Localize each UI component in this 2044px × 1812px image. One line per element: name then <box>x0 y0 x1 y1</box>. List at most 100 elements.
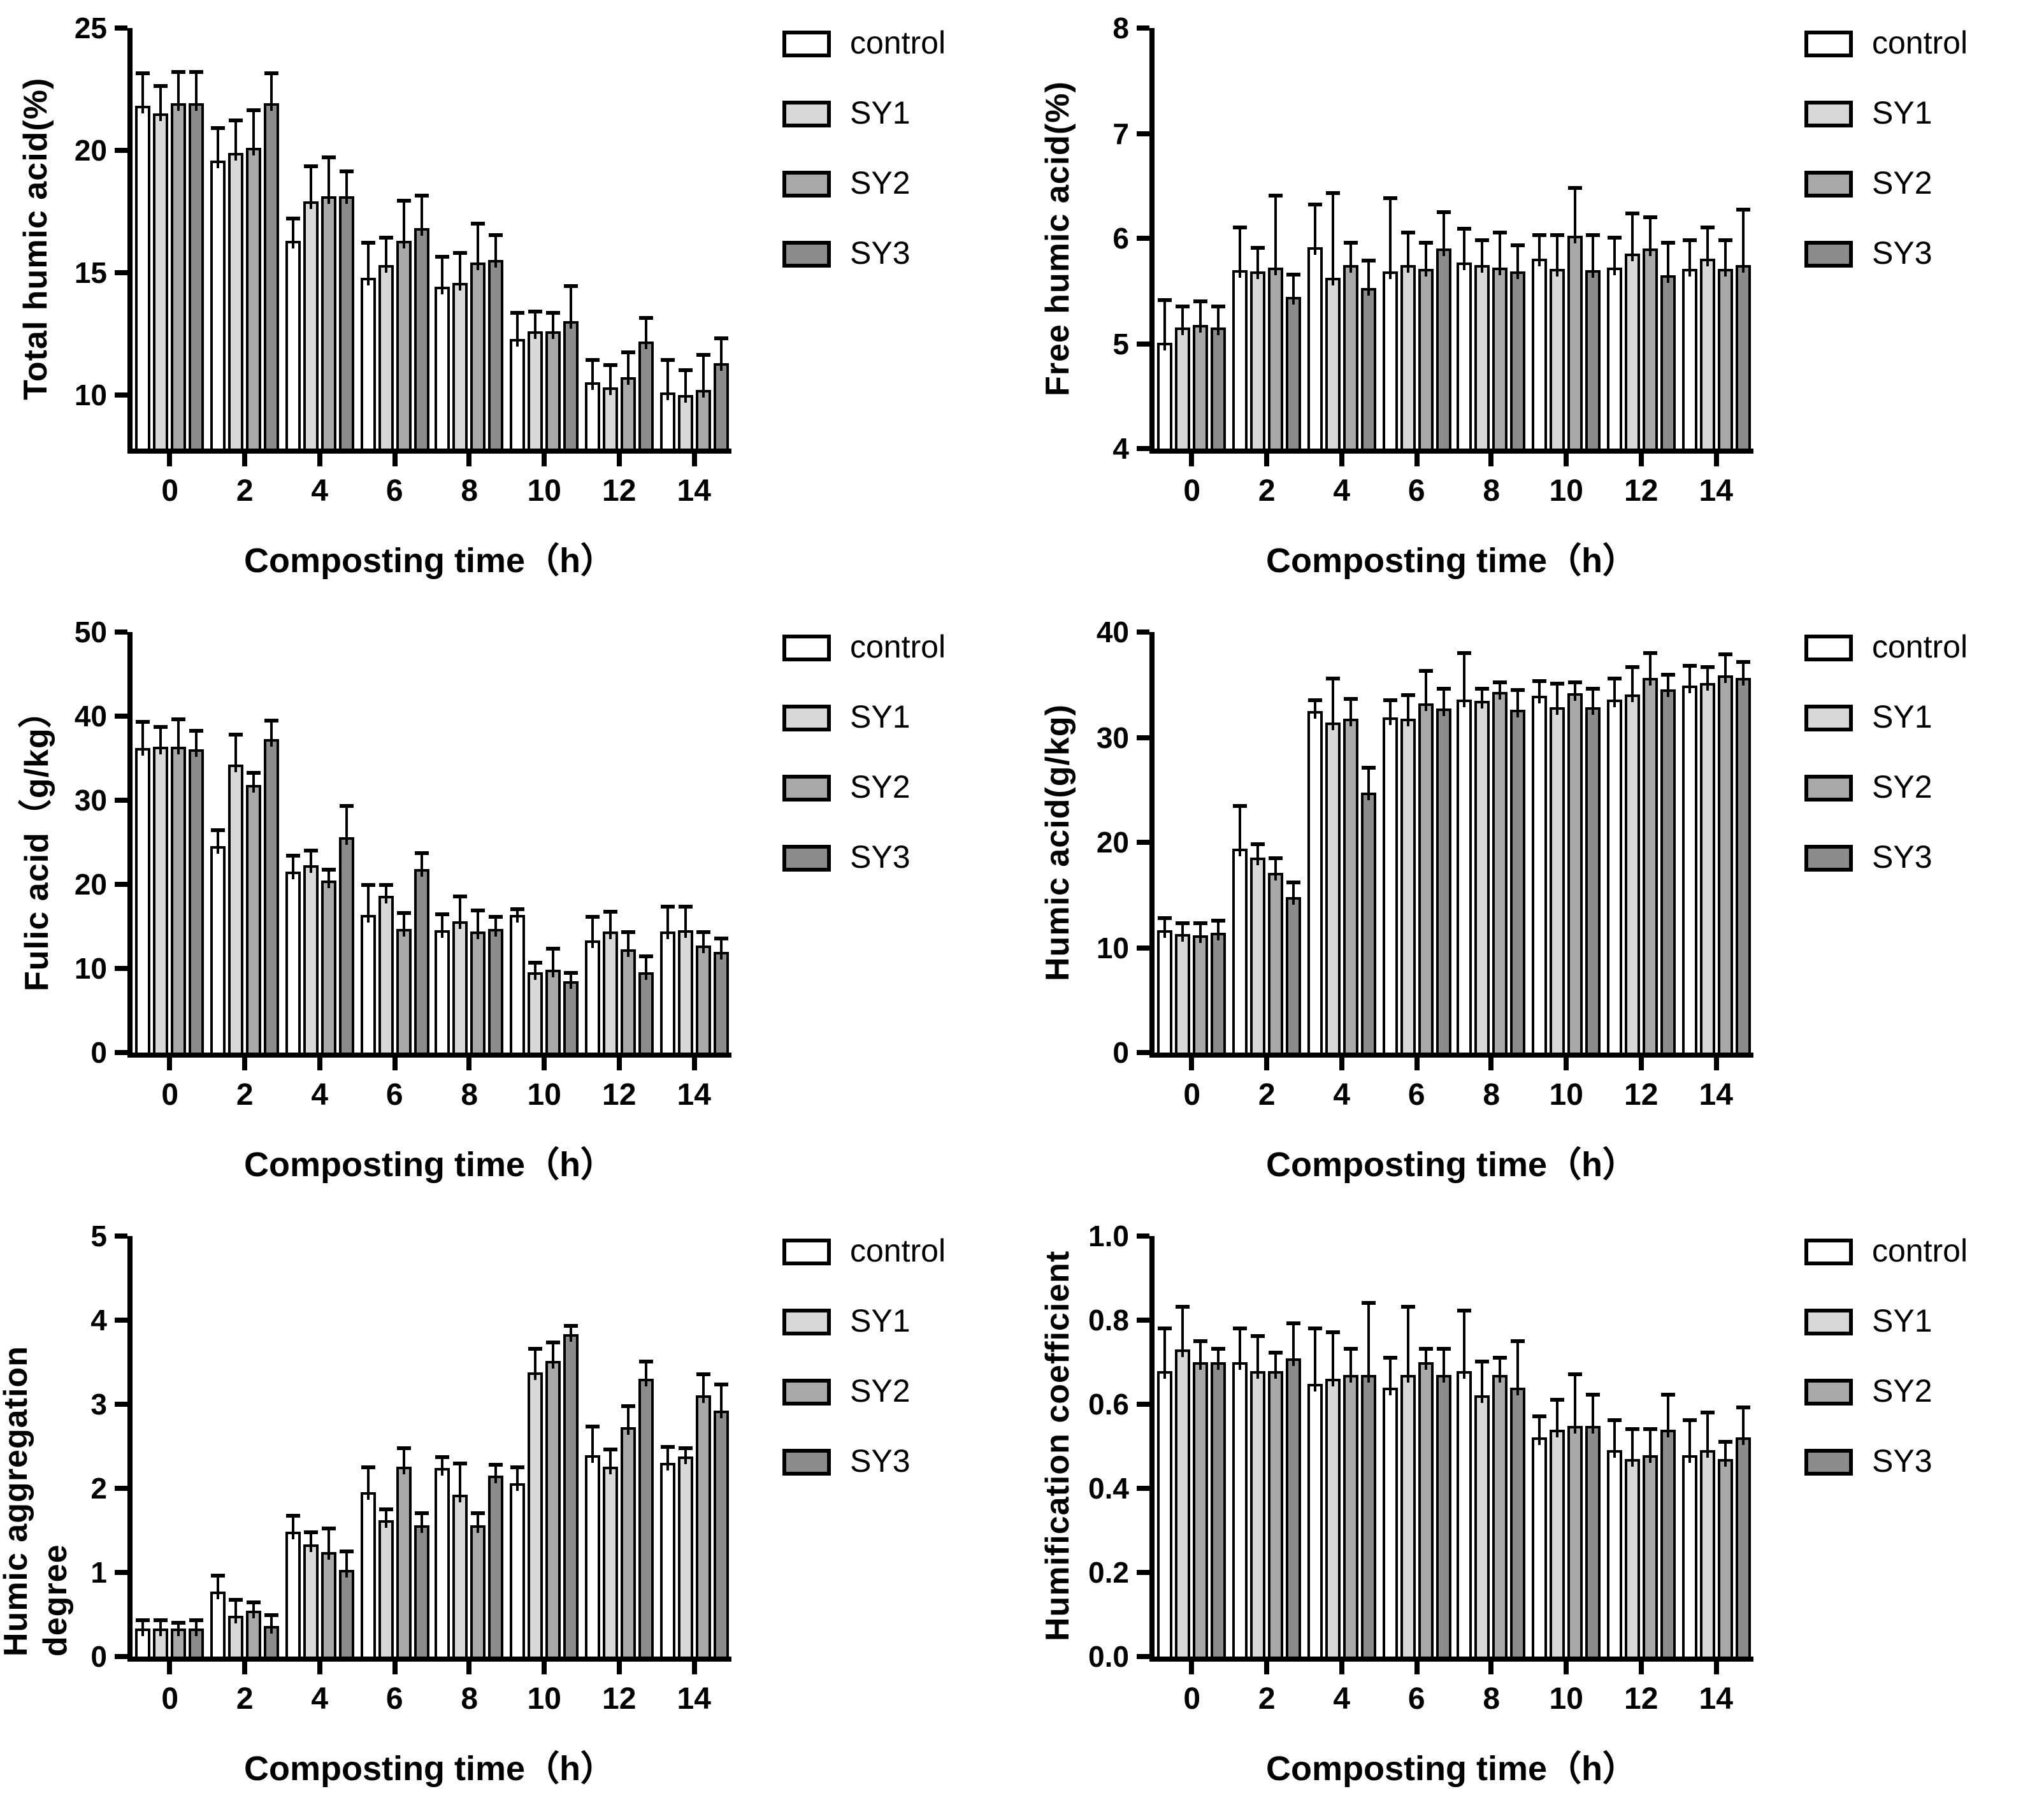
y-tick-label: 0 <box>1112 1036 1129 1069</box>
error-bar-cap <box>1625 1427 1639 1431</box>
x-tick-mark <box>691 1058 697 1070</box>
bar-group <box>659 28 729 449</box>
bar-control-t2 <box>210 845 226 1053</box>
error-bar-cap <box>1643 651 1657 656</box>
error-bar <box>1217 306 1220 336</box>
bar-control-t10 <box>1532 696 1548 1053</box>
bar-SY2-t10 <box>1567 1425 1583 1657</box>
bar-wrap <box>1510 1236 1526 1657</box>
error-bar-cap <box>1436 686 1451 691</box>
legend-item: control <box>782 25 946 62</box>
legend-swatch-control <box>782 635 831 661</box>
error-bar-cap <box>303 1530 318 1534</box>
error-bar <box>1442 689 1445 717</box>
bar-group <box>1232 28 1302 449</box>
error-bar <box>1499 1358 1502 1383</box>
bar-group <box>135 632 205 1053</box>
bar-wrap <box>228 28 244 449</box>
bar-wrap <box>713 1236 729 1657</box>
error-bar-cap <box>678 904 693 909</box>
error-bar-cap <box>510 311 525 315</box>
error-bar-cap <box>414 851 429 855</box>
error-bar <box>384 1510 387 1528</box>
error-bar-cap <box>339 169 354 174</box>
error-bar-cap <box>285 216 300 220</box>
error-bar-cap <box>660 357 675 362</box>
error-bar-cap <box>1457 227 1472 231</box>
y-tick-mark <box>1137 341 1149 346</box>
y-tick-mark <box>115 1050 127 1055</box>
x-tick-label: 4 <box>1333 1682 1351 1716</box>
error-bar <box>719 338 723 371</box>
bar-wrap <box>1418 28 1434 449</box>
bar-SY1-t6 <box>378 1520 394 1657</box>
error-bar <box>552 1342 555 1369</box>
bar-wrap <box>135 632 151 1053</box>
error-bar <box>1613 1421 1616 1458</box>
error-bar <box>459 1463 462 1503</box>
bar-group <box>510 632 579 1053</box>
error-bar <box>234 1600 238 1623</box>
panel-humification-coefficient: Humification coefficient 0.0 0.2 0.4 0.6 0.8… <box>1022 1208 2044 1812</box>
x-tick-label: 8 <box>1483 1078 1501 1112</box>
bar-group <box>1606 28 1676 449</box>
y-tick-mark <box>1137 236 1149 241</box>
error-bar <box>1706 227 1709 266</box>
legend-swatch-SY2 <box>1804 775 1853 802</box>
error-bar <box>608 1450 612 1474</box>
error-bar-cap <box>1550 233 1565 238</box>
x-tick-label: 2 <box>1258 1682 1276 1716</box>
bar-SY2-t14 <box>1717 1458 1733 1657</box>
legend-swatch-control <box>782 31 831 57</box>
error-bar <box>1442 1349 1445 1383</box>
bar-wrap <box>1510 28 1526 449</box>
error-bar-cap <box>678 368 693 372</box>
error-bar-cap <box>1383 1355 1397 1360</box>
bar-SY2-t10 <box>545 331 561 449</box>
error-bar-cap <box>1158 916 1172 921</box>
error-bar-cap <box>528 961 543 965</box>
y-tick-mark <box>115 1654 127 1659</box>
error-bar <box>626 1407 630 1435</box>
bar-wrap <box>1325 632 1341 1053</box>
bar-control-t14 <box>659 392 675 449</box>
error-bar <box>195 731 198 758</box>
error-bar-cap <box>1383 196 1397 200</box>
bar-wrap <box>1193 632 1209 1053</box>
bar-group <box>285 1236 354 1657</box>
x-tick-label: 10 <box>527 1682 561 1716</box>
legend-swatch-control <box>782 1239 831 1265</box>
x-tick-label: 4 <box>1333 474 1351 508</box>
x-tick-mark <box>616 1662 622 1674</box>
error-bar <box>1706 1413 1709 1458</box>
bar-wrap <box>1735 28 1751 449</box>
bar-group <box>210 1236 280 1657</box>
y-tick-label: 0 <box>90 1640 107 1673</box>
bar-control-t0 <box>1157 930 1173 1053</box>
error-bar-cap <box>378 236 393 240</box>
bar-SY2-t6 <box>396 240 412 449</box>
bar-SY2-t12 <box>620 949 636 1053</box>
error-bar-cap <box>211 1574 226 1578</box>
error-bar <box>666 1447 669 1470</box>
bar-wrap <box>1624 28 1640 449</box>
bar-wrap <box>1510 632 1526 1053</box>
error-bar <box>291 856 294 880</box>
error-bar-cap <box>136 1618 150 1623</box>
bar-wrap <box>435 28 450 449</box>
bar-SY2-t2 <box>246 785 262 1053</box>
bar-control-t8 <box>1457 262 1472 449</box>
bar-SY1-t2 <box>1250 857 1266 1053</box>
legend-item: SY2 <box>782 166 946 203</box>
bar-control-t10 <box>1532 258 1548 449</box>
bar-SY2-t2 <box>1268 1370 1284 1657</box>
bar-group <box>1681 632 1751 1053</box>
error-bar <box>270 721 273 747</box>
error-bar-cap <box>1607 677 1622 681</box>
y-tick-mark <box>115 1402 127 1407</box>
x-tick-mark <box>1264 1662 1270 1674</box>
error-bar-cap <box>660 905 675 909</box>
error-bar-cap <box>453 1461 468 1465</box>
error-bar <box>1556 1400 1559 1437</box>
error-bar-cap <box>435 255 450 259</box>
